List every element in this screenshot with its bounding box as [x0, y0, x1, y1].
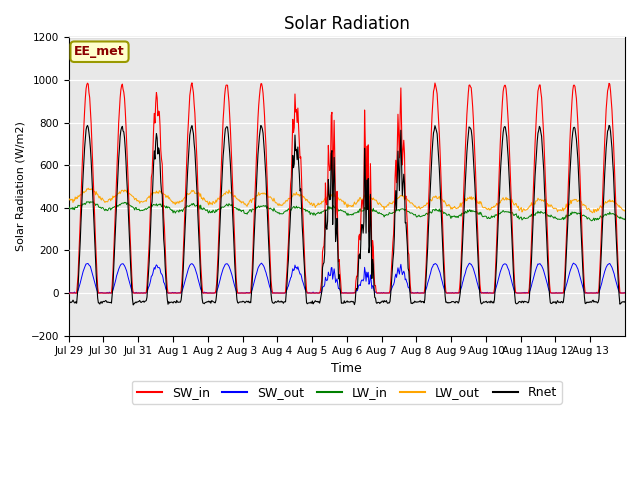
X-axis label: Time: Time	[332, 361, 362, 374]
Title: Solar Radiation: Solar Radiation	[284, 15, 410, 33]
Y-axis label: Solar Radiation (W/m2): Solar Radiation (W/m2)	[15, 121, 25, 252]
Legend: SW_in, SW_out, LW_in, LW_out, Rnet: SW_in, SW_out, LW_in, LW_out, Rnet	[132, 381, 562, 404]
Text: EE_met: EE_met	[74, 45, 125, 58]
